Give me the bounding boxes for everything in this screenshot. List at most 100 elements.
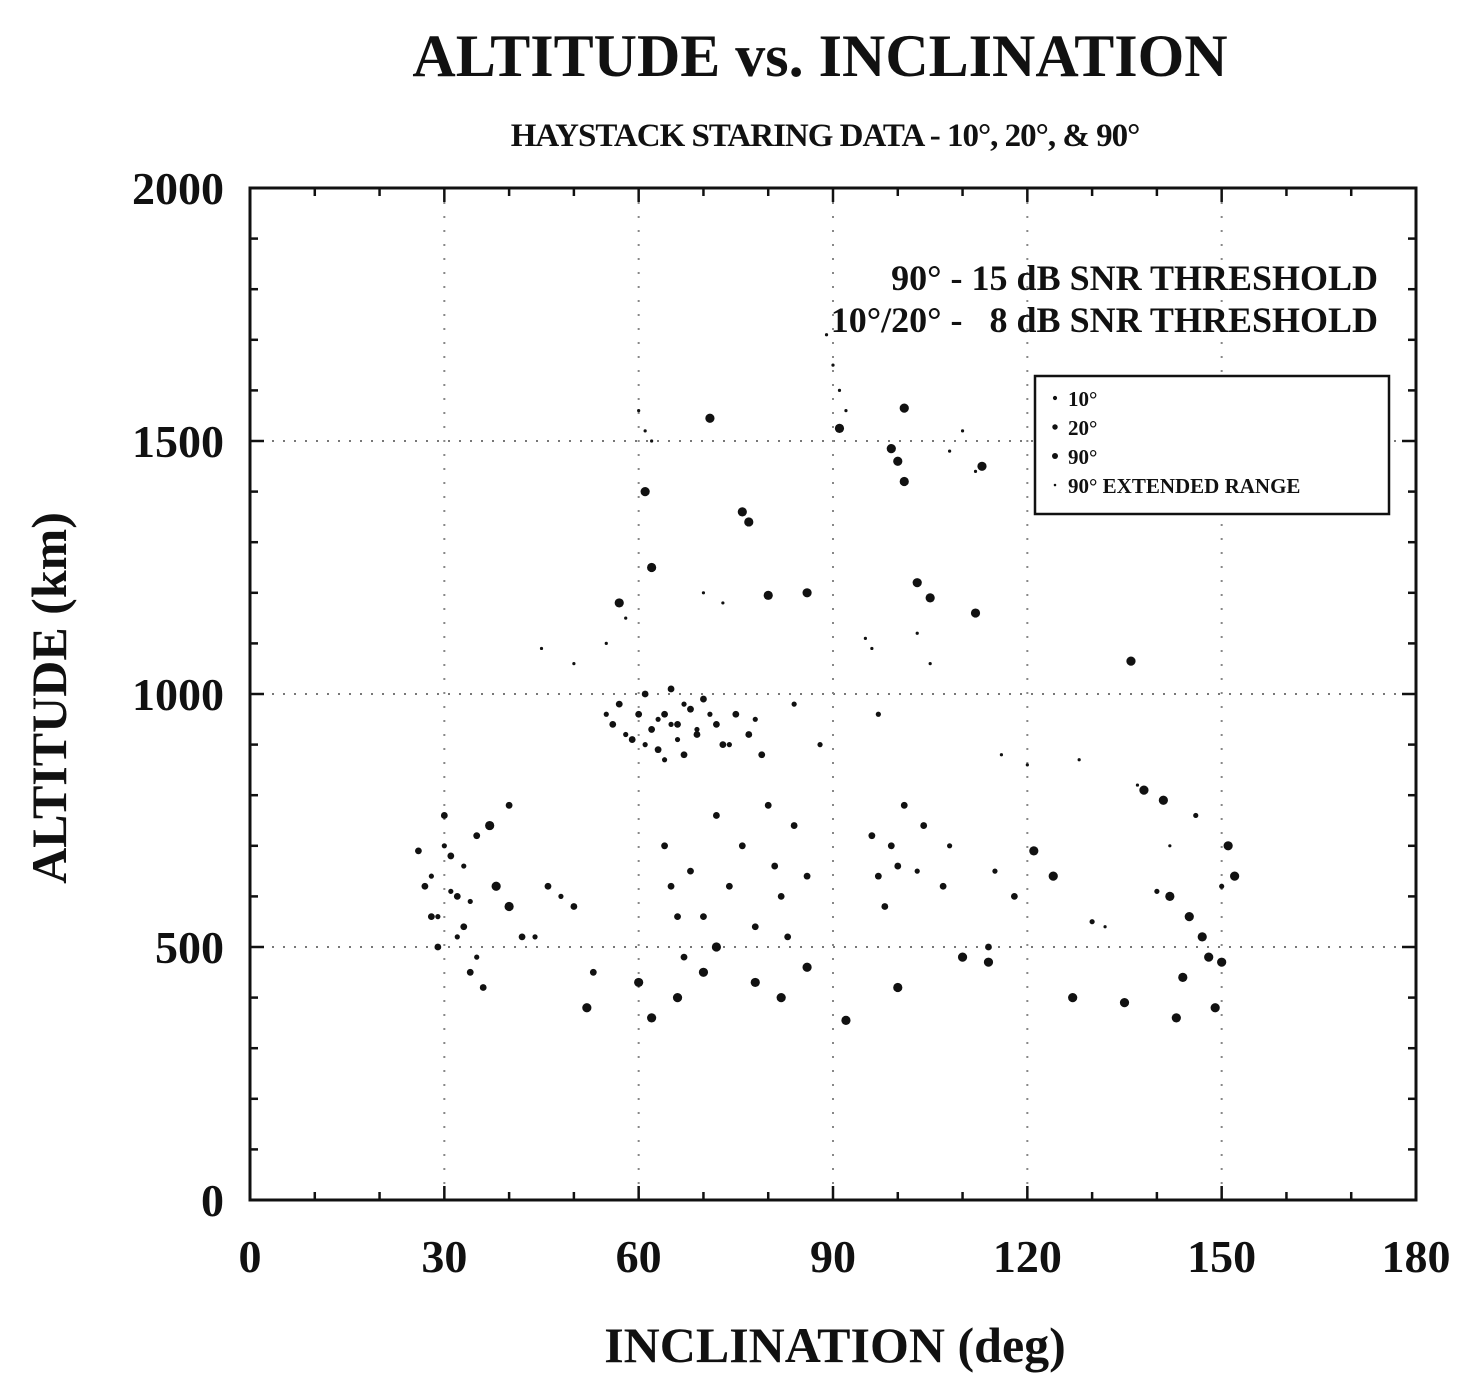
data-point <box>1193 812 1199 819</box>
data-point <box>1223 841 1233 851</box>
data-point <box>453 893 461 900</box>
data-point <box>674 913 681 921</box>
data-point <box>802 588 812 598</box>
data-point <box>957 952 968 962</box>
data-point <box>970 608 981 618</box>
x-axis-title: INCLINATION (deg) <box>604 1317 1066 1373</box>
data-point <box>427 913 435 921</box>
data-point <box>667 685 675 693</box>
data-point <box>661 710 668 718</box>
legend-marker <box>1053 483 1057 487</box>
data-point <box>925 593 935 603</box>
data-point <box>999 753 1004 757</box>
data-point <box>1048 871 1058 881</box>
y-tick-label: 500 <box>155 922 224 973</box>
data-point <box>634 977 644 988</box>
data-point <box>474 954 480 960</box>
data-point <box>912 578 922 588</box>
data-point <box>900 801 908 809</box>
data-point <box>680 751 688 759</box>
data-point <box>725 882 733 890</box>
data-point <box>732 710 740 718</box>
data-point <box>1135 783 1140 787</box>
data-point <box>572 662 576 666</box>
data-point <box>628 736 636 743</box>
data-point <box>637 409 641 413</box>
data-point <box>928 662 932 666</box>
data-point <box>582 1003 592 1013</box>
data-point <box>1219 883 1225 889</box>
data-point <box>428 873 434 879</box>
data-point <box>700 913 707 921</box>
x-tick-label: 90 <box>810 1231 856 1282</box>
data-point <box>1158 795 1168 805</box>
data-point <box>650 439 654 443</box>
data-point <box>647 562 657 573</box>
data-point <box>643 429 647 433</box>
legend-entry: 90° EXTENDED RANGE <box>1068 474 1300 498</box>
data-point <box>544 882 552 890</box>
data-point <box>1178 972 1188 982</box>
legend-box <box>1033 374 1391 516</box>
data-point <box>1197 932 1207 942</box>
data-point <box>763 590 773 600</box>
data-point <box>518 933 526 941</box>
data-point <box>674 720 681 728</box>
data-point <box>504 901 514 912</box>
legend-marker <box>1052 453 1058 459</box>
y-tick-label: 0 <box>201 1175 224 1226</box>
data-point <box>758 751 766 759</box>
x-tick-label: 30 <box>421 1231 467 1282</box>
data-point <box>687 867 694 875</box>
data-point <box>570 903 578 910</box>
data-point <box>790 822 798 829</box>
data-point <box>983 957 994 967</box>
grid-lines <box>250 188 1416 1200</box>
data-point <box>642 742 648 748</box>
data-point <box>640 487 650 497</box>
data-point <box>641 690 649 698</box>
data-point <box>1077 758 1081 762</box>
data-point <box>1089 919 1095 925</box>
data-point <box>491 881 501 891</box>
data-point <box>841 1015 851 1025</box>
data-point <box>992 868 998 874</box>
data-point <box>752 716 758 722</box>
data-point <box>623 731 629 738</box>
data-point <box>454 934 460 940</box>
data-point <box>915 631 919 635</box>
legend-entry: 90° <box>1068 445 1097 469</box>
data-point <box>791 701 797 707</box>
data-point <box>776 993 786 1003</box>
x-tick-label: 180 <box>1382 1231 1451 1282</box>
data-point <box>751 923 759 931</box>
data-point <box>837 388 842 392</box>
data-point <box>1154 888 1160 894</box>
data-point <box>609 720 617 728</box>
data-point <box>539 646 544 651</box>
data-point <box>558 893 564 900</box>
y-tick-label: 1000 <box>132 669 224 720</box>
x-tick-label: 150 <box>1187 1231 1256 1282</box>
data-point <box>721 601 725 605</box>
data-point <box>738 842 746 850</box>
data-point <box>466 968 474 976</box>
data-point <box>680 953 688 961</box>
x-tick-label: 60 <box>616 1231 662 1282</box>
data-point <box>705 413 715 423</box>
data-point <box>1119 998 1130 1008</box>
legend-marker <box>1052 424 1058 430</box>
data-point <box>886 443 896 454</box>
data-point <box>726 742 732 748</box>
data-point <box>764 801 772 809</box>
data-point <box>448 888 454 894</box>
data-point <box>635 710 643 718</box>
data-point <box>1025 763 1029 767</box>
data-point <box>711 942 722 952</box>
data-point <box>973 469 978 473</box>
data-point <box>784 933 792 941</box>
data-point <box>532 934 538 940</box>
data-point <box>1184 912 1194 922</box>
data-point <box>803 872 811 880</box>
